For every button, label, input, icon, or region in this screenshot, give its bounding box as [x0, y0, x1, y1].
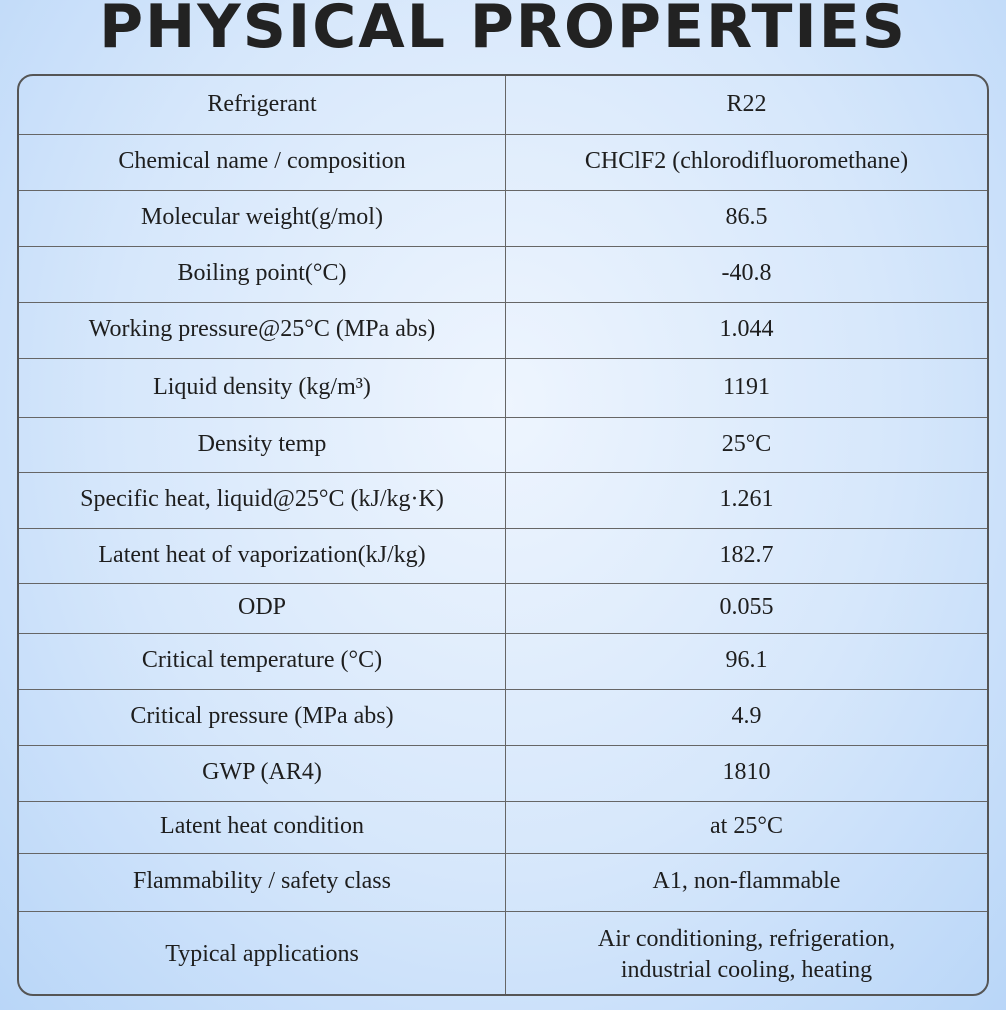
properties-table: Refrigerant R22 Chemical name / compositio… [19, 76, 987, 994]
table-row: Working pressure@25°C (MPa abs) 1.044 [19, 301, 987, 359]
table-row: Molecular weight(g/mol) 86.5 [19, 189, 987, 247]
property-value: CHClF2 (chlorodifluoromethane) [505, 133, 987, 191]
table-frame: Refrigerant R22 Chemical name / compositio… [17, 74, 989, 996]
property-name: ODP [19, 582, 506, 634]
property-name: Density temp [19, 416, 506, 473]
table-row: Flammability / safety class A1, non-flamm… [19, 852, 987, 912]
table-row: Latent heat of vaporization(kJ/kg) 182.7 [19, 527, 987, 584]
table-row: Refrigerant R22 [19, 76, 987, 135]
property-value: A1, non-flammable [505, 852, 987, 912]
property-value: 182.7 [505, 527, 987, 584]
table-row: Density temp 25°C [19, 416, 987, 473]
property-name: Flammability / safety class [19, 852, 506, 912]
property-value: at 25°C [505, 800, 987, 854]
table-row: Critical temperature (°C) 96.1 [19, 632, 987, 690]
property-name: Specific heat, liquid@25°C (kJ/kg·K) [19, 471, 506, 529]
table-row: Liquid density (kg/m³) 1191 [19, 357, 987, 418]
property-name: Molecular weight(g/mol) [19, 189, 506, 247]
table-row: Typical applications Air conditioning, re… [19, 910, 987, 994]
property-value: 86.5 [505, 189, 987, 247]
table-row: Specific heat, liquid@25°C (kJ/kg·K) 1.26… [19, 471, 987, 529]
property-value: 1.261 [505, 471, 987, 529]
property-name: Working pressure@25°C (MPa abs) [19, 301, 506, 359]
property-value: 4.9 [505, 688, 987, 746]
property-name: Chemical name / composition [19, 133, 506, 191]
property-value: Air conditioning, refrigeration, industr… [505, 910, 987, 994]
property-name: Latent heat of vaporization(kJ/kg) [19, 527, 506, 584]
table-row: Critical pressure (MPa abs) 4.9 [19, 688, 987, 746]
property-value: 25°C [505, 416, 987, 473]
table-row: ODP 0.055 [19, 582, 987, 634]
property-name: GWP (AR4) [19, 744, 506, 802]
property-name: Boiling point(°C) [19, 245, 506, 303]
property-value: -40.8 [505, 245, 987, 303]
property-value: 1810 [505, 744, 987, 802]
property-name: Typical applications [19, 910, 506, 994]
title: PHYSICAL PROPERTIES [99, 0, 907, 62]
property-name: Liquid density (kg/m³) [19, 357, 506, 418]
property-value: R22 [505, 76, 987, 135]
table-row: Latent heat condition at 25°C [19, 800, 987, 854]
property-value: 1.044 [505, 301, 987, 359]
table-row: Boiling point(°C) -40.8 [19, 245, 987, 303]
table-row: GWP (AR4) 1810 [19, 744, 987, 802]
property-name: Critical pressure (MPa abs) [19, 688, 506, 746]
property-value: 1191 [505, 357, 987, 418]
property-name: Critical temperature (°C) [19, 632, 506, 690]
table-row: Chemical name / composition CHClF2 (chlor… [19, 133, 987, 191]
property-name: Refrigerant [19, 76, 506, 135]
property-value: 0.055 [505, 582, 987, 634]
property-value: 96.1 [505, 632, 987, 690]
property-name: Latent heat condition [19, 800, 506, 854]
